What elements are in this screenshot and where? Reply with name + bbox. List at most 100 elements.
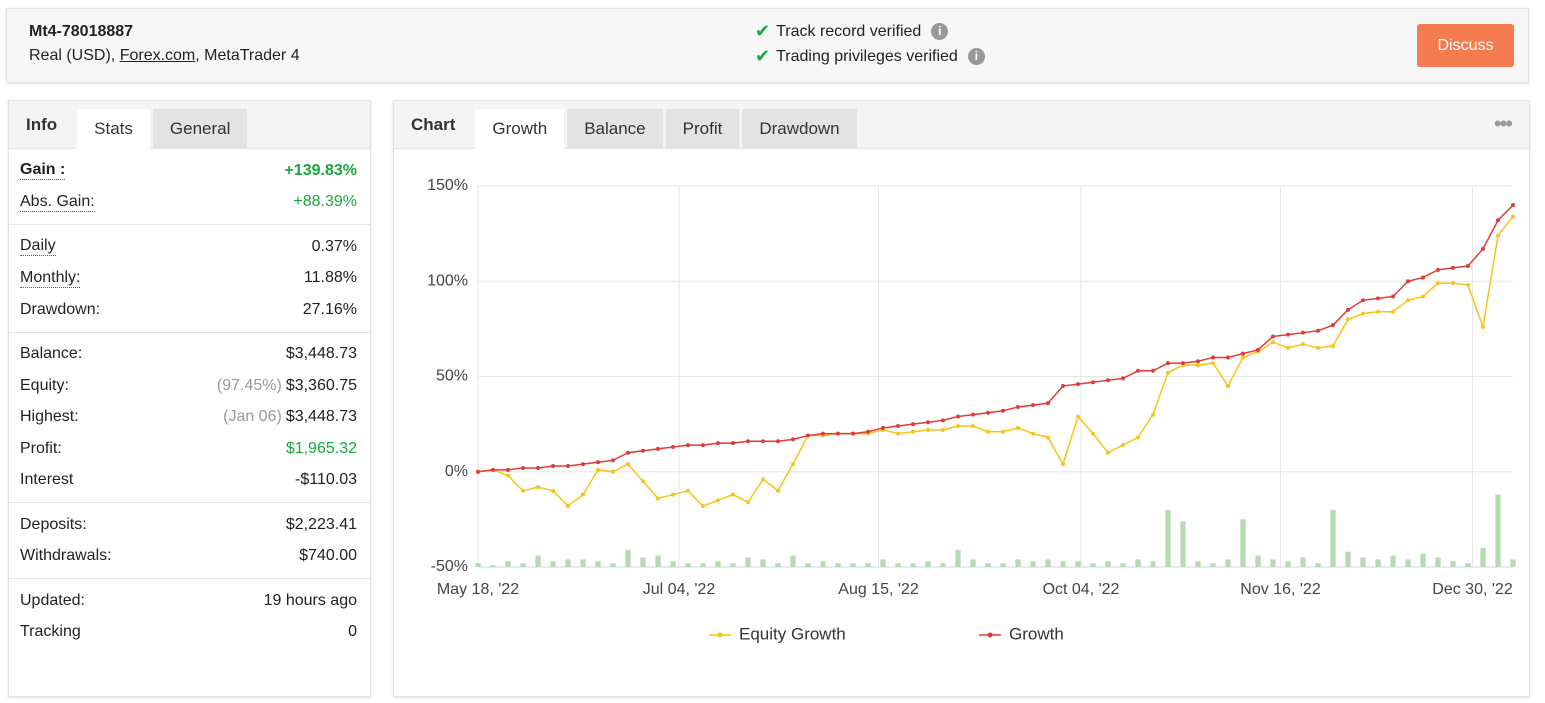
menu-icon[interactable]: ••• (1493, 111, 1513, 136)
point (1076, 382, 1080, 387)
tab[interactable]: Growth (475, 109, 565, 150)
volume-bar (1375, 559, 1381, 567)
point (1406, 279, 1410, 284)
stat-label: Highest: (20, 408, 79, 426)
volume-bar (1405, 559, 1411, 567)
point (1016, 404, 1020, 409)
volume-bar (535, 555, 541, 567)
point (1046, 401, 1050, 406)
volume-bar (970, 559, 976, 567)
stat-value-wrap: -$110.03 (295, 471, 357, 489)
point (506, 473, 510, 478)
tab[interactable]: Profit (665, 109, 740, 148)
info-icon[interactable]: i (967, 48, 985, 65)
point (1256, 347, 1260, 352)
stat-value-wrap: 11.88% (304, 269, 357, 287)
point (971, 412, 975, 417)
discuss-button[interactable]: Discuss (1417, 24, 1514, 67)
stat-value: 11.88% (303, 269, 357, 287)
point (1061, 384, 1065, 389)
point (941, 427, 945, 432)
stat-value-wrap: $740.00 (299, 547, 357, 565)
point (926, 420, 930, 425)
point (1106, 450, 1110, 455)
point (1481, 324, 1485, 329)
point (626, 450, 630, 455)
stat-value: +88.39% (293, 193, 357, 211)
tab[interactable]: Info (26, 115, 58, 134)
point (1241, 355, 1245, 360)
point (1181, 361, 1185, 366)
point (941, 418, 945, 423)
point (536, 465, 540, 470)
point (1316, 328, 1320, 333)
point (1376, 296, 1380, 301)
stat-label: Daily (20, 237, 56, 257)
point (1211, 355, 1215, 360)
volume-bar (1180, 521, 1186, 567)
point (1421, 275, 1425, 280)
stats-group: Daily 0.37% Monthly: 11.88% Drawdown: 27.16% (9, 225, 370, 333)
point (911, 429, 915, 434)
volume-bar (550, 561, 556, 567)
point (1331, 323, 1335, 328)
point (1196, 359, 1200, 364)
point (971, 424, 975, 429)
point (1031, 431, 1035, 436)
volume-bar (625, 549, 631, 567)
volume-bar (580, 559, 586, 567)
point (596, 467, 600, 472)
tab[interactable]: General (152, 109, 248, 148)
point (1466, 264, 1470, 269)
point (791, 462, 795, 467)
stats-row: Daily 0.37% (9, 231, 370, 263)
volume-bar (1090, 563, 1096, 567)
broker-link[interactable]: Forex.com (119, 47, 196, 64)
series-line (477, 216, 1514, 508)
point (1001, 429, 1005, 434)
volume-bar (1390, 555, 1396, 567)
point (1166, 361, 1170, 366)
point (641, 448, 645, 453)
tab[interactable]: Balance (567, 109, 663, 148)
point (731, 492, 735, 497)
volume-bar (1075, 561, 1081, 567)
point (1016, 425, 1020, 430)
point (1076, 414, 1080, 419)
point (1436, 267, 1440, 272)
stats-group: Deposits: $2,223.41 Withdrawals: $740.00 (9, 503, 370, 579)
stats-list: Gain : +139.83% Abs. Gain: +88.39% Daily 0.37… (9, 149, 370, 654)
stat-value-wrap: +88.39% (293, 193, 357, 211)
stats-row: Monthly: 11.88% (9, 263, 370, 295)
point (1436, 281, 1440, 286)
y-tick-label: 100% (427, 272, 468, 289)
tab[interactable]: Drawdown (742, 109, 857, 148)
point (1331, 344, 1335, 349)
point (641, 479, 645, 484)
volume-bar (610, 563, 616, 567)
tab[interactable]: Stats (77, 109, 150, 150)
legend-marker (987, 632, 993, 638)
point (1361, 298, 1365, 303)
volume-bar (1210, 563, 1216, 567)
stat-label: Deposits: (20, 515, 87, 533)
volume-bar (490, 565, 496, 567)
volume-bar (940, 563, 946, 567)
volume-bar (850, 563, 856, 567)
point (1496, 218, 1500, 223)
point (1421, 294, 1425, 299)
volume-bar (520, 563, 526, 567)
volume-bar (1015, 559, 1021, 567)
point (1106, 378, 1110, 383)
point (986, 429, 990, 434)
point (1061, 462, 1065, 467)
volume-bar (1465, 563, 1471, 567)
point (1361, 311, 1365, 316)
x-tick-label: May 18, '22 (437, 581, 519, 598)
volume-bar (685, 563, 691, 567)
stats-row: Equity: (97.45%) $3,360.75 (9, 370, 370, 402)
stat-value-wrap: $3,448.73 (286, 345, 357, 363)
info-icon[interactable]: i (931, 23, 949, 40)
volume-bar (1300, 557, 1306, 567)
stats-row: Highest: (Jan 06) $3,448.73 (9, 402, 370, 434)
